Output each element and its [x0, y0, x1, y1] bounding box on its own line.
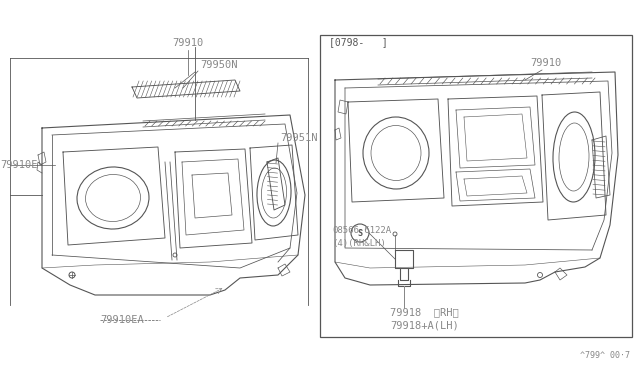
Text: 79910: 79910 [172, 38, 204, 48]
Text: [0798-   ]: [0798- ] [329, 37, 388, 47]
Text: 79918  〈RH〉: 79918 〈RH〉 [390, 307, 459, 317]
Text: 79951N: 79951N [280, 133, 317, 143]
Text: 08566-6122A: 08566-6122A [332, 225, 391, 234]
Circle shape [69, 272, 75, 278]
Text: ^799^ 00·7: ^799^ 00·7 [580, 351, 630, 360]
Text: (4)(RH&LH): (4)(RH&LH) [332, 238, 386, 247]
Text: 79910EA: 79910EA [100, 315, 144, 325]
Text: 79910E: 79910E [0, 160, 38, 170]
Text: 79910: 79910 [530, 58, 561, 68]
Bar [320, 35, 632, 337]
Text: 79918+A(LH): 79918+A(LH) [390, 320, 459, 330]
Text: S: S [358, 228, 362, 237]
Text: 79950N: 79950N [200, 60, 237, 70]
